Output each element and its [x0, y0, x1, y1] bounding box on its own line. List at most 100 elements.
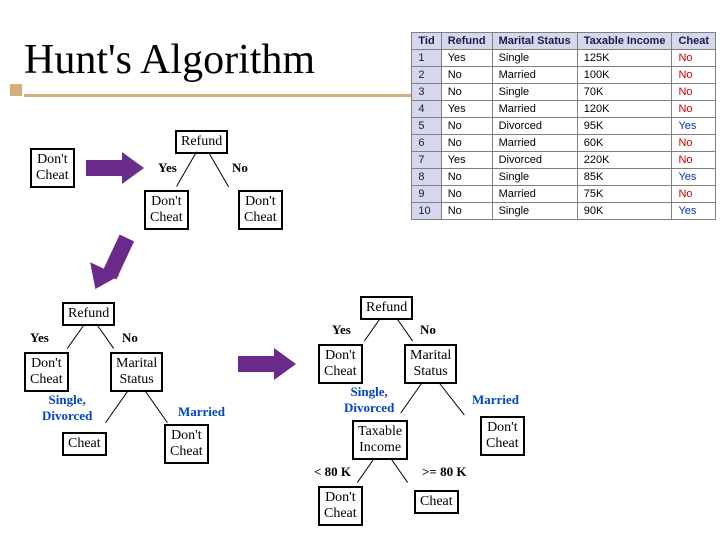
table-row: 2NoMarried100KNo — [412, 67, 716, 84]
table-cell: 120K — [577, 101, 672, 118]
table-cell: Married — [492, 135, 577, 152]
table-cell: 70K — [577, 84, 672, 101]
table-cell: No — [441, 186, 492, 203]
table-cell: 4 — [412, 101, 441, 118]
t4-lbl-lt80: < 80 K — [314, 464, 351, 480]
t4-dont-cheat-lt: Don'tCheat — [318, 486, 363, 526]
table-cell: 2 — [412, 67, 441, 84]
table-cell: Single — [492, 84, 577, 101]
arrow-t3-t4-head — [274, 348, 296, 380]
training-data-table: TidRefundMarital StatusTaxable IncomeChe… — [411, 32, 716, 220]
table-cell: Yes — [441, 50, 492, 67]
table-header: Refund — [441, 33, 492, 50]
t2-lbl-yes: Yes — [158, 160, 177, 176]
t2-edge-l — [176, 152, 198, 188]
t4-cheat: Cheat — [414, 490, 459, 514]
table-cell: No — [672, 101, 716, 118]
table-cell: 5 — [412, 118, 441, 135]
table-cell: 1 — [412, 50, 441, 67]
table-row: 7YesDivorced220KNo — [412, 152, 716, 169]
table-row: 4YesMarried120KNo — [412, 101, 716, 118]
t4-edge-r — [396, 318, 413, 342]
table-row: 10NoSingle90KYes — [412, 203, 716, 220]
table-cell: Yes — [441, 152, 492, 169]
t1-root-dont-cheat: Don'tCheat — [30, 148, 75, 188]
table-cell: 9 — [412, 186, 441, 203]
table-cell: 90K — [577, 203, 672, 220]
table-cell: Yes — [672, 203, 716, 220]
table-cell: Divorced — [492, 152, 577, 169]
t3-lbl-no: No — [122, 330, 138, 346]
table-cell: Yes — [672, 169, 716, 186]
table-cell: Divorced — [492, 118, 577, 135]
t4-refund: Refund — [360, 296, 413, 320]
table-cell: No — [672, 152, 716, 169]
t3-edge-r — [96, 324, 114, 349]
table-row: 6NoMarried60KNo — [412, 135, 716, 152]
arrow-t1-t2-head — [122, 152, 144, 184]
table-cell: No — [672, 135, 716, 152]
table-cell: No — [441, 67, 492, 84]
table-cell: No — [441, 169, 492, 186]
t3-lbl-yes: Yes — [30, 330, 49, 346]
t3-edge-ms-r — [144, 390, 168, 423]
table-cell: 6 — [412, 135, 441, 152]
table-row: 3NoSingle70KNo — [412, 84, 716, 101]
table-cell: Single — [492, 203, 577, 220]
table-row: 8NoSingle85KYes — [412, 169, 716, 186]
table-cell: 3 — [412, 84, 441, 101]
t4-taxable: TaxableIncome — [352, 420, 408, 460]
table-cell: No — [672, 84, 716, 101]
table-cell: No — [672, 186, 716, 203]
t3-lbl-married: Married — [178, 404, 225, 420]
page-title: Hunt's Algorithm — [24, 36, 315, 84]
table-cell: Single — [492, 169, 577, 186]
t4-lbl-yes: Yes — [332, 322, 351, 338]
table-row: 5NoDivorced95KYes — [412, 118, 716, 135]
table-cell: No — [441, 203, 492, 220]
table-cell: 10 — [412, 203, 441, 220]
table-cell: Yes — [441, 101, 492, 118]
t4-edge-ti-r — [390, 458, 408, 483]
table-cell: No — [672, 50, 716, 67]
table-cell: Yes — [672, 118, 716, 135]
table-cell: 220K — [577, 152, 672, 169]
table-cell: 8 — [412, 169, 441, 186]
table-header: Cheat — [672, 33, 716, 50]
table-cell: 125K — [577, 50, 672, 67]
t4-lbl-married: Married — [472, 392, 519, 408]
table-cell: 7 — [412, 152, 441, 169]
title-bullet — [10, 84, 22, 96]
table-header: Marital Status — [492, 33, 577, 50]
t3-dont-cheat: Don'tCheat — [24, 352, 69, 392]
table-cell: Married — [492, 67, 577, 84]
t2-edge-r — [208, 152, 230, 188]
arrow-t1-t2-shaft — [86, 160, 122, 176]
t4-dont-cheat-r: Don'tCheat — [480, 416, 525, 456]
t4-marital: MaritalStatus — [404, 344, 457, 384]
t4-edge-ms-r — [438, 382, 465, 416]
table-header: Taxable Income — [577, 33, 672, 50]
t3-cheat: Cheat — [62, 432, 107, 456]
t4-edge-ti-l — [357, 458, 375, 483]
t2-refund: Refund — [175, 130, 228, 154]
t3-edge-ms-l — [105, 390, 129, 423]
t2-dont-cheat-r: Don'tCheat — [238, 190, 283, 230]
table-cell: 100K — [577, 67, 672, 84]
table-cell: 85K — [577, 169, 672, 186]
table-cell: 95K — [577, 118, 672, 135]
table-cell: Married — [492, 101, 577, 118]
table-cell: Single — [492, 50, 577, 67]
t4-dont-cheat: Don'tCheat — [318, 344, 363, 384]
table-cell: 60K — [577, 135, 672, 152]
t3-refund: Refund — [62, 302, 115, 326]
table-row: 9NoMarried75KNo — [412, 186, 716, 203]
t4-edge-l — [364, 318, 381, 342]
table-cell: No — [441, 118, 492, 135]
arrow-t3-t4-shaft — [238, 356, 274, 372]
t2-lbl-no: No — [232, 160, 248, 176]
table-cell: No — [441, 84, 492, 101]
t3-marital: MaritalStatus — [110, 352, 163, 392]
t4-lbl-ge80: >= 80 K — [422, 464, 466, 480]
t4-edge-ms-l — [400, 382, 423, 414]
